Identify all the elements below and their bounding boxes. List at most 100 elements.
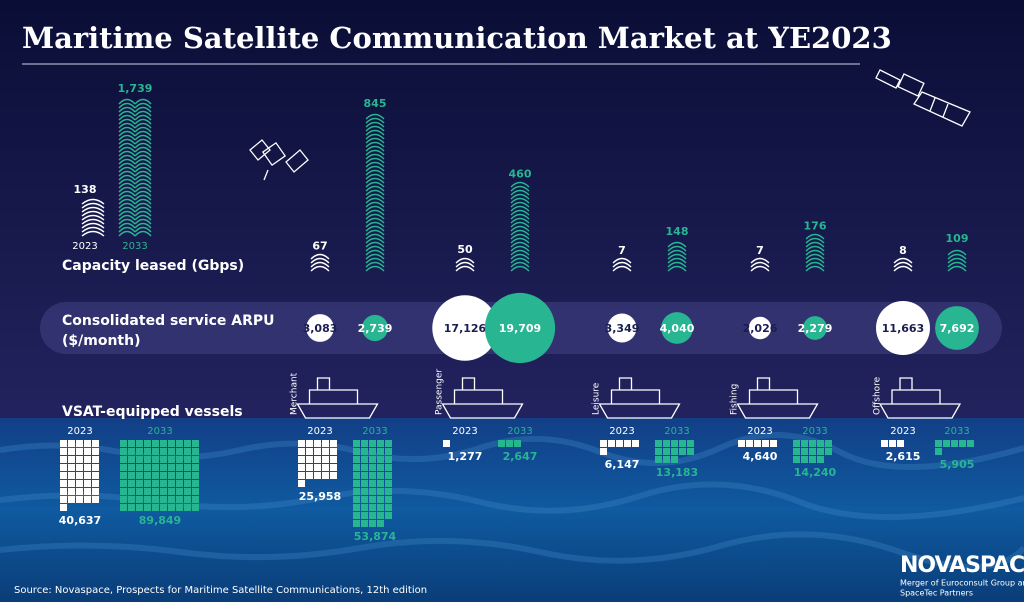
arpu-circle: [876, 301, 930, 355]
logo-subtitle: Merger of Euroconsult Group and: [900, 579, 1024, 588]
year-label: 2033: [122, 241, 147, 252]
arpu-label: 2,026: [743, 322, 778, 335]
arpu-circle: [935, 306, 979, 350]
ship-icon: [441, 377, 524, 419]
satellite-icon: [875, 69, 971, 127]
vessel-grid: [738, 440, 777, 447]
arpu-label: 19,709: [499, 322, 541, 335]
vessel-grid: [443, 440, 450, 447]
logo-subtitle: SpaceTec Partners: [900, 589, 973, 598]
row-label: Consolidated service ARPU: [62, 313, 275, 329]
year-label: 2033: [507, 426, 532, 437]
source: Source: Novaspace, Prospects for Maritim…: [14, 585, 427, 596]
capacity-arcs: [893, 257, 913, 272]
segment-name: Offshore: [873, 376, 883, 415]
arpu-label: 7,692: [940, 322, 975, 335]
arpu-circle: [361, 314, 389, 342]
year-label: 2023: [72, 241, 97, 252]
capacity-arcs: [134, 98, 152, 237]
capacity-arcs: [947, 249, 967, 272]
year-label: 2033: [362, 426, 387, 437]
capacity-arcs: [750, 257, 770, 272]
row-label: Capacity leased (Gbps): [62, 258, 244, 274]
vessel-grid: [60, 440, 99, 511]
capacity-label: 845: [364, 97, 387, 110]
title: Maritime Satellite Communication Market …: [22, 21, 892, 55]
arpu-circle: [748, 316, 772, 340]
vessel-grid: [793, 440, 832, 463]
capacity-label: 176: [804, 220, 827, 233]
segment-name: Leisure: [592, 382, 602, 415]
arpu-circle: [661, 312, 693, 344]
year-label: 2023: [747, 426, 772, 437]
capacity-arcs: [81, 198, 105, 237]
year-label: 2023: [67, 426, 92, 437]
year-label: 2033: [944, 426, 969, 437]
capacity-arcs: [612, 257, 632, 272]
segment-name: Passenger: [435, 369, 445, 415]
vessel-grid: [498, 440, 521, 447]
capacity-arcs: [455, 257, 475, 272]
vessel-grid: [881, 440, 904, 447]
arpu-label: 11,663: [882, 322, 924, 335]
capacity-label: 148: [666, 225, 689, 238]
row-label: ($/month): [62, 333, 140, 349]
capacity-arcs: [310, 253, 330, 272]
capacity-arcs: [667, 241, 687, 272]
vessel-grid: [935, 440, 974, 455]
year-label: 2023: [609, 426, 634, 437]
vessel-label: 25,958: [299, 490, 341, 503]
vessel-label: 53,874: [354, 530, 397, 543]
arpu-label: 2,279: [798, 322, 833, 335]
capacity-arcs: [805, 233, 825, 272]
year-label: 2033: [147, 426, 172, 437]
vessel-grid: [120, 440, 199, 511]
logo: NOVASPACE: [900, 553, 1024, 578]
capacity-arcs: [118, 98, 136, 237]
vessel-label: 2,615: [886, 450, 921, 463]
capacity-label: 109: [946, 232, 969, 245]
ship-icon: [736, 377, 819, 419]
year-label: 2033: [802, 426, 827, 437]
vessel-label: 14,240: [794, 466, 837, 479]
vessel-label: 2,647: [503, 450, 538, 463]
arpu-circle: [484, 292, 556, 364]
arpu-circle: [306, 314, 334, 342]
arpu-label: 4,040: [660, 322, 695, 335]
arpu-label: 3,349: [605, 322, 640, 335]
vessel-label: 13,183: [656, 466, 698, 479]
segment-name: Fishing: [730, 384, 740, 415]
capacity-label: 138: [74, 183, 97, 196]
capacity-label: 7: [756, 244, 764, 257]
segment-name: Merchant: [290, 372, 300, 415]
vessel-grid: [600, 440, 639, 455]
arpu-circle: [607, 313, 637, 343]
ship-icon: [296, 377, 379, 419]
arpu-label: 3,083: [303, 322, 338, 335]
arpu-label: 17,126: [444, 322, 487, 335]
arpu-circle: [803, 316, 827, 340]
year-label: 2023: [452, 426, 477, 437]
ship-icon: [878, 377, 962, 419]
vessel-label: 40,637: [59, 514, 101, 527]
capacity-arcs: [510, 181, 530, 272]
vessel-grid: [298, 440, 337, 487]
arpu-label: 2,739: [358, 322, 393, 335]
capacity-arcs: [365, 113, 385, 272]
capacity-label: 7: [618, 244, 626, 257]
vessel-grid: [353, 440, 392, 527]
vessel-label: 4,640: [743, 450, 778, 463]
ship-icon: [598, 377, 681, 419]
vessel-label: 89,849: [139, 514, 181, 527]
capacity-label: 1,739: [118, 82, 153, 95]
vessel-grid: [655, 440, 694, 463]
row-label: VSAT-equipped vessels: [62, 404, 243, 420]
year-label: 2023: [890, 426, 915, 437]
vessel-label: 5,905: [940, 458, 975, 471]
arpu-circle: [432, 295, 498, 361]
capacity-label: 8: [899, 244, 907, 257]
capacity-label: 67: [312, 240, 327, 253]
vessel-label: 1,277: [448, 450, 483, 463]
capacity-label: 50: [457, 243, 473, 256]
